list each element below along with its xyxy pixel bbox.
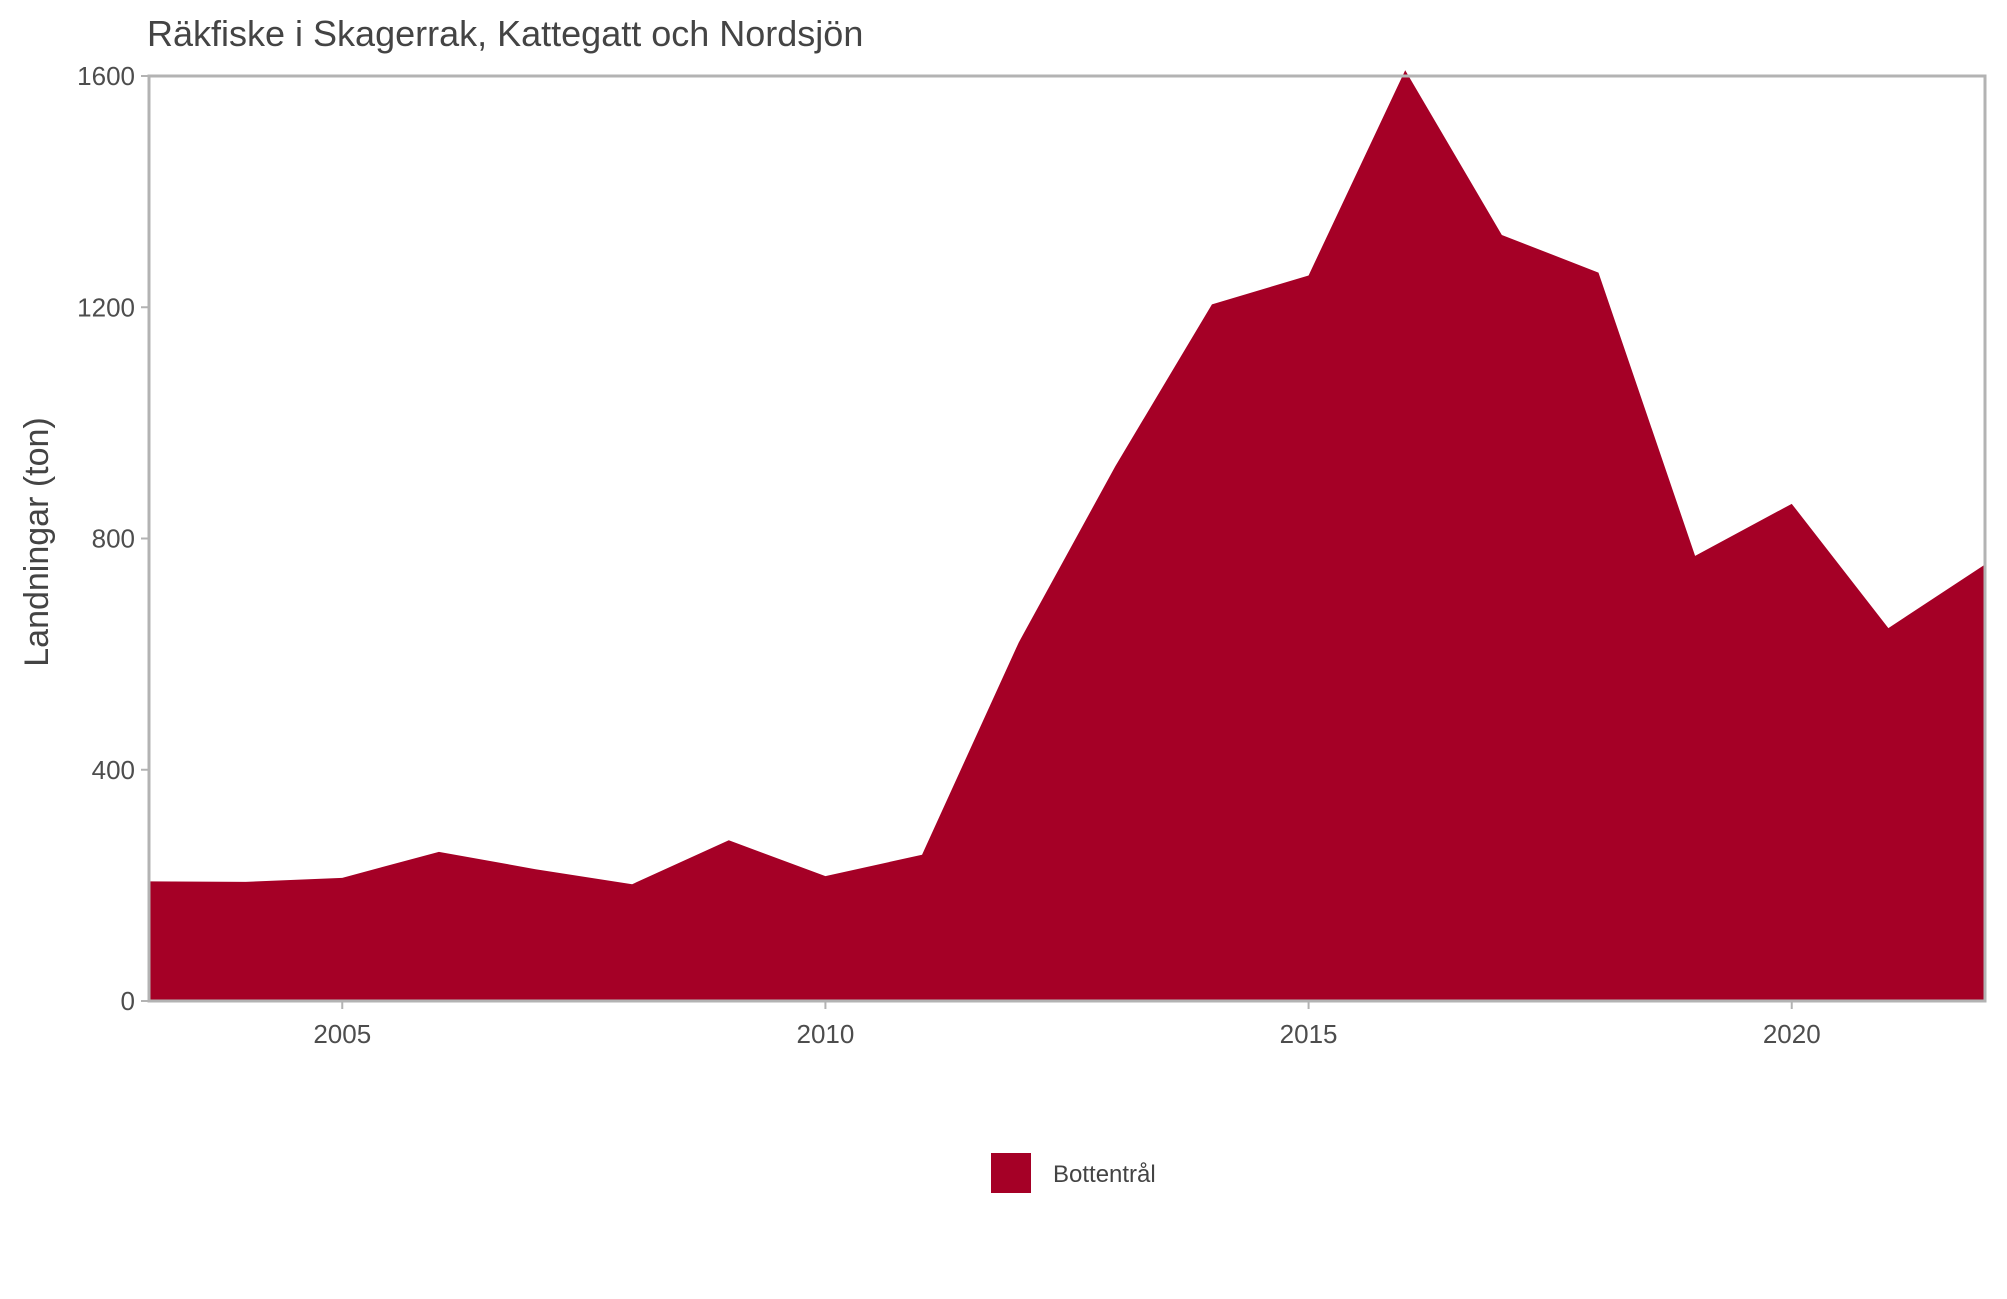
y-tick-label: 400 — [92, 755, 135, 785]
legend-swatch — [991, 1153, 1031, 1193]
area-series-0 — [149, 70, 1985, 1001]
y-axis-ticks: 0 400 800 1200 1600 — [77, 61, 149, 1016]
x-tick-label: 2010 — [796, 1019, 854, 1049]
y-tick-label: 0 — [121, 986, 135, 1016]
y-tick-label: 1600 — [77, 61, 135, 91]
x-tick-label: 2020 — [1763, 1019, 1821, 1049]
x-tick-label: 2015 — [1280, 1019, 1338, 1049]
x-axis-ticks: 2005 2010 2015 2020 — [313, 1001, 1821, 1049]
x-tick-label: 2005 — [313, 1019, 371, 1049]
plot-area — [147, 70, 1987, 1003]
chart-title: Räkfiske i Skagerrak, Kattegatt och Nord… — [147, 13, 863, 54]
legend-label-bottentral: Bottentrål — [1053, 1161, 1156, 1188]
legend: Bottentrål — [991, 1153, 1156, 1193]
y-axis-label: Landningar (ton) — [18, 417, 56, 667]
y-tick-label: 800 — [92, 524, 135, 554]
y-tick-label: 1200 — [77, 292, 135, 322]
